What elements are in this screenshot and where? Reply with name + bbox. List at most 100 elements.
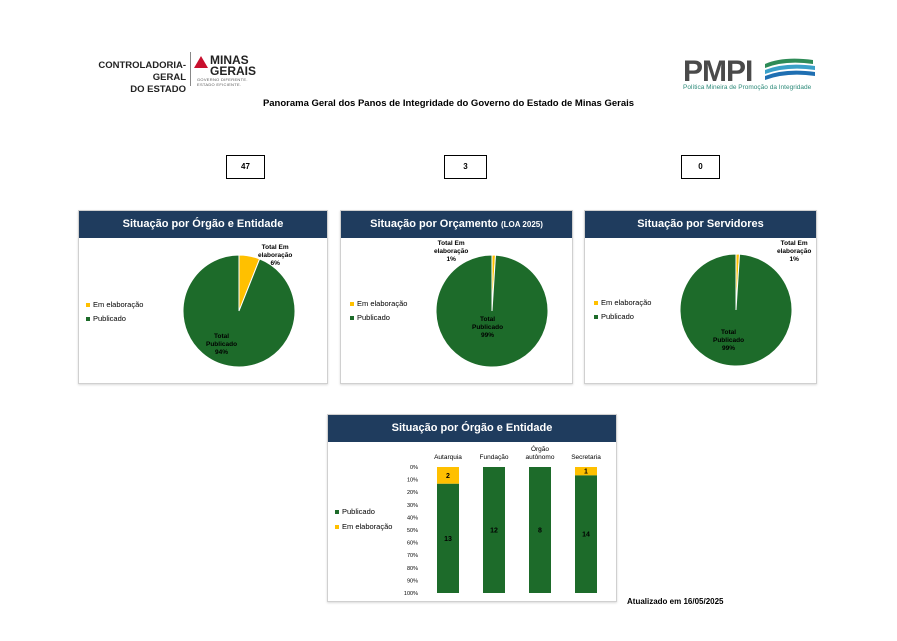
pie-chart-orgao <box>182 254 296 368</box>
y-tick-label: 20% <box>407 490 418 496</box>
pie-chart-servidores <box>679 253 793 367</box>
category-label: Fundação <box>480 454 509 461</box>
bar-chart: 0% 10% 20% 30% 40% 50% 60% 70% 80% 90% 100% Autarqu… <box>404 444 601 597</box>
slice-label-line: Total Em <box>780 240 808 247</box>
slice-label-line: Total Em <box>437 240 465 247</box>
legend-label: Em elaboração <box>601 298 652 307</box>
pie-label-publicado: Total Publicado 94% <box>206 333 237 357</box>
bar-panel-orgao: Situação por Órgão e Entidade Publicado … <box>327 414 617 602</box>
y-tick-label: 50% <box>407 528 418 534</box>
legend-swatch-publicado <box>350 316 354 321</box>
legend-swatch-em-elaboracao <box>86 303 90 308</box>
slice-label-line: elaboração <box>258 252 293 259</box>
bar-title: Situação por Órgão e Entidade <box>328 415 616 442</box>
slice-label-line: Publicado <box>713 337 745 344</box>
category-label: Secretaria <box>571 454 601 461</box>
category-label: autônomo <box>526 454 555 461</box>
pie-slice-publicado <box>182 254 296 368</box>
logo-divider <box>190 52 191 86</box>
legend-em-elaboracao: Em elaboração <box>594 298 651 307</box>
y-tick-label: 10% <box>407 478 418 484</box>
y-tick-label: 70% <box>407 553 418 559</box>
bar-data-label: 1 <box>584 469 588 476</box>
slice-percent: 6% <box>270 260 280 267</box>
y-tick-label: 30% <box>407 503 418 509</box>
pie-title-text: Situação por Orçamento <box>370 218 498 230</box>
bar-segment-em-elaboracao <box>437 467 459 484</box>
bar-data-label: 2 <box>446 473 450 480</box>
pie-panel-orcamento: Situação por Orçamento (LOA 2025) Em ela… <box>340 210 573 384</box>
org-line1: CONTROLADORIA-GERAL <box>98 60 186 83</box>
status-nao-possui-value: 0 <box>681 155 720 179</box>
slice-label-line: Total <box>480 316 496 323</box>
pie-panel-servidores: Situação por Servidores Em elaboração Pu… <box>584 210 817 384</box>
legend-publicado: Publicado <box>86 314 126 323</box>
slice-label-line: Publicado <box>472 324 504 331</box>
legend-swatch-publicado <box>86 317 90 322</box>
slice-label-line: Total <box>214 333 230 340</box>
minas-gerais-logo-icon <box>194 56 208 68</box>
legend-em-elaboracao: Em elaboração <box>350 299 407 308</box>
state-tag1: GOVERNO DIFERENTE. <box>197 77 248 82</box>
category-label: Autarquia <box>434 454 462 461</box>
legend-label: Publicado <box>601 312 634 321</box>
legend-label: Em elaboração <box>342 522 393 531</box>
legend-label: Publicado <box>342 507 375 516</box>
slice-percent: 94% <box>215 349 229 356</box>
bar-data-label: 12 <box>490 528 498 535</box>
legend-swatch-publicado <box>594 315 598 320</box>
legend-publicado: Publicado <box>350 313 390 322</box>
y-tick-label: 40% <box>407 515 418 521</box>
pie-title-servidores: Situação por Servidores <box>585 211 816 238</box>
bar-segment-publicado <box>437 483 459 593</box>
legend-em-elaboracao: Em elaboração <box>335 522 392 531</box>
status-em-elaboracao-label: EM ELABORAÇÃO <box>356 162 428 171</box>
status-publicado-label: PUBLICADO <box>156 162 205 171</box>
legend-em-elaboracao: Em elaboração <box>86 300 143 309</box>
pie-label-em-elaboracao: Total Em elaboração 6% <box>258 244 292 268</box>
slice-percent: 1% <box>789 256 799 263</box>
legend-label: Em elaboração <box>357 299 408 308</box>
bar-data-label: 8 <box>538 528 542 535</box>
legend-label: Em elaboração <box>93 300 144 309</box>
state-tag2: ESTADO EFICIENTE. <box>197 82 242 87</box>
legend-swatch-publicado <box>335 510 339 515</box>
bar-segment-em-elaboracao <box>575 467 597 476</box>
legend-swatch-em-elaboracao <box>594 301 598 306</box>
legend-label: Publicado <box>357 313 390 322</box>
status-publicado-value: 47 <box>226 155 265 179</box>
pie-slice-publicado <box>435 254 549 368</box>
y-tick-label: 0% <box>410 465 418 471</box>
category-label: Órgão <box>531 444 549 453</box>
bar-segment-publicado <box>575 475 597 593</box>
bar-segment-publicado <box>483 467 505 593</box>
pie-panel-orgao: Situação por Órgão e Entidade Em elabora… <box>78 210 328 384</box>
cge-logo-text: CONTROLADORIA-GERAL DO ESTADO <box>70 60 186 96</box>
y-tick-label: 90% <box>407 578 418 584</box>
legend-swatch-em-elaboracao <box>335 525 339 530</box>
updated-date: Atualizado em 16/05/2025 <box>627 597 724 606</box>
pie-label-em-elaboracao: Total Em elaboração 1% <box>434 240 468 264</box>
pmpi-waves-icon <box>765 58 815 80</box>
pie-label-em-elaboracao: Total Em elaboração 1% <box>777 240 811 264</box>
pmpi-logo-text: PMPI <box>683 55 753 88</box>
status-nao-possui-label: NÃO POSSUI <box>600 162 652 171</box>
legend-publicado: Publicado <box>594 312 634 321</box>
bar-data-label: 14 <box>582 532 590 539</box>
status-em-elaboracao-value: 3 <box>444 155 487 179</box>
pie-title-orcamento: Situação por Orçamento (LOA 2025) <box>341 211 572 238</box>
pmpi-subtitle: Política Mineira de Promoção da Integrid… <box>683 84 812 91</box>
slice-label-line: elaboração <box>434 248 469 255</box>
legend-swatch-em-elaboracao <box>350 302 354 307</box>
legend-publicado: Publicado <box>335 507 375 516</box>
slice-label-line: elaboração <box>777 248 812 255</box>
pie-label-publicado: Total Publicado 99% <box>713 329 744 353</box>
state-line1: MINAS <box>210 53 249 67</box>
pie-title-orgao: Situação por Órgão e Entidade <box>79 211 327 238</box>
pie-label-publicado: Total Publicado 99% <box>472 316 503 340</box>
pie-chart-orcamento <box>435 254 549 368</box>
y-tick-label: 80% <box>407 566 418 572</box>
slice-label-line: Total <box>721 329 737 336</box>
slice-percent: 99% <box>722 345 736 352</box>
y-tick-label: 60% <box>407 541 418 547</box>
